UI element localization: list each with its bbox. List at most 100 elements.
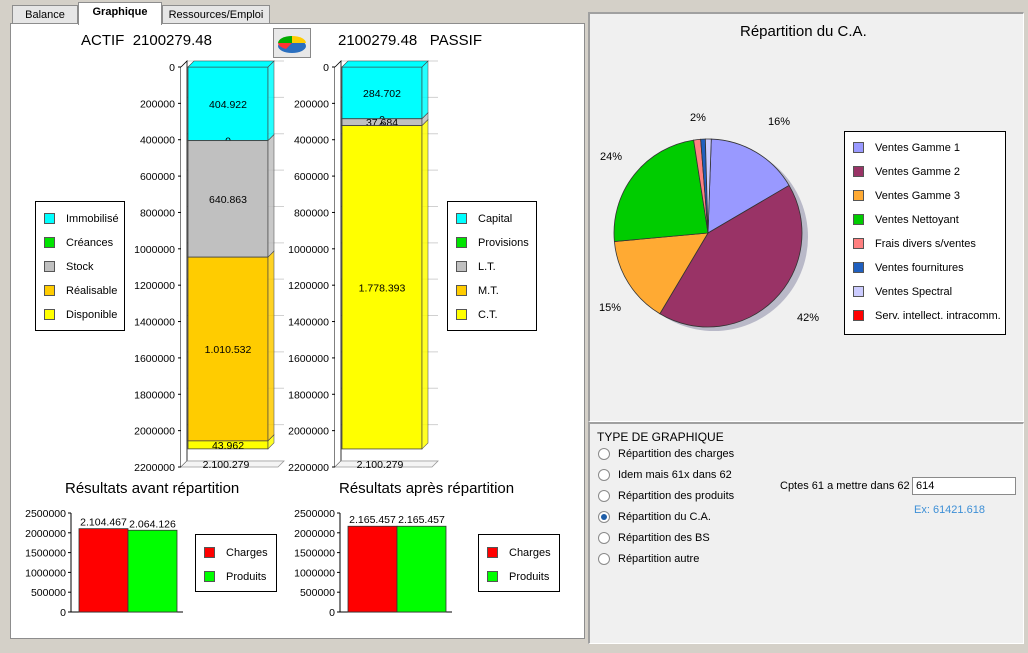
actif-tick-label: 1600000 <box>134 353 175 365</box>
passif-segment-c-t <box>341 125 423 450</box>
avant-bar-charges <box>78 528 129 613</box>
apres-bar-label-produits: 2.165.457 <box>398 514 445 526</box>
passif-tick-label: 1200000 <box>288 280 329 292</box>
actif-tick-label: 600000 <box>140 171 175 183</box>
radio-button[interactable] <box>598 553 610 565</box>
legend-swatch <box>204 547 215 558</box>
passif-tick-label: 2200000 <box>288 462 329 474</box>
legend-swatch <box>853 190 864 201</box>
actif-total: 2100279.48 <box>132 32 212 49</box>
resultats-apres-title: Résultats après répartition <box>339 480 515 497</box>
radio-button[interactable] <box>598 490 610 502</box>
legend-label: Serv. intellect. intracomm. <box>875 310 1001 322</box>
radio-label: Répartition des charges <box>618 448 735 460</box>
passif-tick-label: 200000 <box>294 98 329 110</box>
passif-tick-label: 1400000 <box>288 317 329 329</box>
legend-swatch <box>44 285 55 296</box>
passif-legend: Capital Provisions L.T. M.T. C.T. <box>447 201 537 331</box>
radio-label: Répartition autre <box>618 553 700 565</box>
legend-swatch <box>853 166 864 177</box>
cptes-label: Cptes 61 a mettre dans 62 <box>780 480 910 492</box>
apres-tick-label: 1000000 <box>294 567 335 579</box>
tab-balance[interactable]: Balance <box>12 5 78 24</box>
actif-tick-label: 1400000 <box>134 317 175 329</box>
passif-bar-top <box>341 60 429 68</box>
resultats-apres-legend: Charges Produits <box>478 534 560 592</box>
legend-swatch <box>853 214 864 225</box>
legend-swatch <box>456 237 467 248</box>
pie-slice-ventes-spectral <box>704 138 712 234</box>
radio-button[interactable] <box>598 511 610 523</box>
avant-tick-label: 1000000 <box>25 567 66 579</box>
passif-segment-c-t-label: 1.778.393 <box>359 282 406 294</box>
passif-segment-capital-side <box>421 60 429 120</box>
avant-bar-label-produits: 2.064.126 <box>129 518 176 530</box>
legend-swatch <box>44 237 55 248</box>
avant-tick-label: 2000000 <box>25 528 66 540</box>
passif-tick-label: 1600000 <box>288 353 329 365</box>
resultats-avant-title: Résultats avant répartition <box>65 480 240 497</box>
apres-tick-label: 2500000 <box>294 508 335 520</box>
passif-total: 2100279.48 <box>338 32 418 49</box>
actif-axis-wall <box>180 60 188 468</box>
actif-segment-immobilise <box>187 66 269 142</box>
pie-label-2: 2% <box>690 112 706 124</box>
apres-tick-label: 1500000 <box>294 548 335 560</box>
avant-tick-label: 500000 <box>31 587 66 599</box>
actif-tick-label: 1200000 <box>134 280 175 292</box>
legend-label: Frais divers s/ventes <box>875 238 976 250</box>
legend-label: Produits <box>226 571 267 583</box>
actif-legend: Immobilisé Créances Stock Réalisable Disponi… <box>35 201 125 331</box>
pie-title: Répartition du C.A. <box>740 23 867 40</box>
passif-tick-label: 800000 <box>294 207 329 219</box>
legend-label: C.T. <box>478 309 498 321</box>
passif-segment-c-t-side <box>421 118 429 450</box>
legend-label: M.T. <box>478 285 499 297</box>
actif-segment-realisable-side <box>267 250 275 442</box>
passif-tick-label: 2000000 <box>288 426 329 438</box>
type-graphique-panel: TYPE DE GRAPHIQUE Répartition des charge… <box>588 422 1024 644</box>
passif-tick-label: 600000 <box>294 171 329 183</box>
radio-label: Répartition des produits <box>618 490 735 502</box>
legend-label: Charges <box>226 547 268 559</box>
pie-label-24: 24% <box>600 151 623 163</box>
pie-slice-ventes-gamme-2 <box>659 184 803 328</box>
apres-bar-charges <box>347 525 398 613</box>
legend-swatch <box>853 310 864 321</box>
actif-segment-stock <box>187 140 269 258</box>
radio-label: Répartition du C.A. <box>618 511 711 523</box>
radio-button[interactable] <box>598 448 610 460</box>
bilan-chart-area: 0 200000 400000 600000 800000 1000000 1200000 1… <box>134 60 439 474</box>
legend-label: Produits <box>509 571 550 583</box>
actif-tick-label: 2000000 <box>134 426 175 438</box>
pie-panel: Répartition du C.A. 16% 42% 15% 24% 2% V… <box>588 12 1024 422</box>
actif-bar-top <box>187 60 275 68</box>
legend-swatch <box>44 261 55 272</box>
actif-label: ACTIF <box>81 32 125 49</box>
legend-label: Immobilisé <box>66 213 119 225</box>
legend-label: Stock <box>66 261 94 273</box>
tab-graphique[interactable]: Graphique <box>78 2 162 25</box>
legend-label: Capital <box>478 213 513 225</box>
radio-label: Répartition des BS <box>618 532 710 544</box>
tab-ressources-emploi[interactable]: Ressources/Emploi <box>162 5 270 24</box>
passif-axis-wall <box>334 60 342 468</box>
passif-tick-label: 400000 <box>294 135 329 147</box>
legend-label: Réalisable <box>66 285 118 297</box>
cptes-input[interactable] <box>912 477 1016 495</box>
legend-swatch <box>487 571 498 582</box>
passif-tick-label: 1000000 <box>288 244 329 256</box>
passif-floor <box>335 460 439 468</box>
legend-label: Ventes fournitures <box>875 262 964 274</box>
passif-segment-capital-label: 284.702 <box>363 88 401 100</box>
cptes-example: Ex: 61421.618 <box>914 504 985 516</box>
legend-swatch <box>456 261 467 272</box>
actif-segment-disponible-side <box>267 434 275 450</box>
radio-button[interactable] <box>598 532 610 544</box>
legend-label: Ventes Spectral <box>875 286 953 298</box>
radio-button[interactable] <box>598 469 610 481</box>
pie-slice-ventes-gamme-3 <box>613 232 709 315</box>
avant-tick-label: 0 <box>60 607 66 619</box>
pie-chart-button[interactable] <box>273 28 311 58</box>
pie-label-16: 16% <box>768 116 791 128</box>
